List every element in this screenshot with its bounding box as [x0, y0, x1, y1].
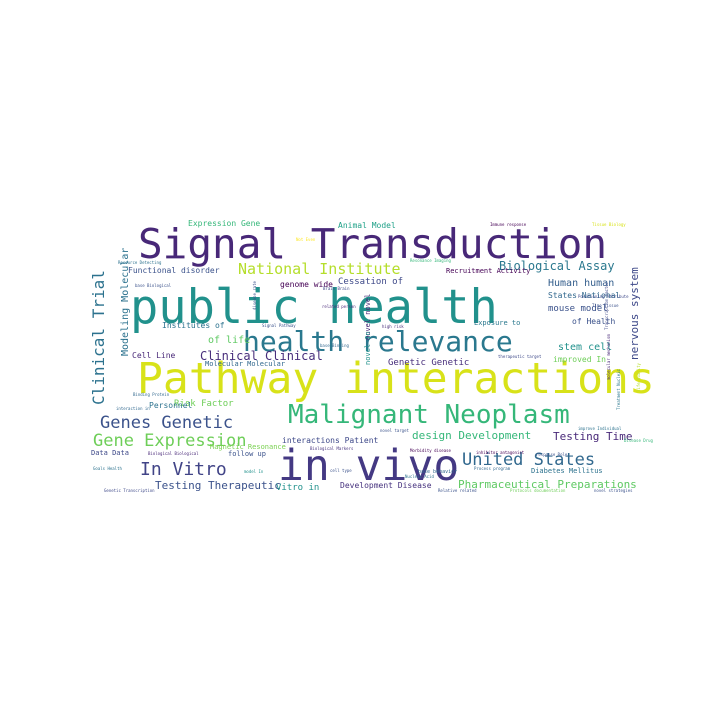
word-signal-pathway: Signal Pathway — [262, 323, 296, 328]
word-biological-assay: Biological Assay — [499, 259, 615, 273]
word-magnetic-resonance: Magnetic Resonance — [210, 443, 286, 451]
word-morbidity-disease: Morbidity disease — [410, 448, 452, 453]
word-signal-transduction: Signal Transduction — [138, 220, 607, 268]
word-clinical-trial: Clinical Trial — [89, 270, 108, 405]
word-base-binding: base Binding — [320, 343, 349, 348]
word-cloud-words: Signal Transduction public health Pathway … — [89, 219, 655, 493]
word-testing-therapeutic: Testing Therapeutic — [155, 479, 281, 492]
word-improve-individual: improve Individual — [578, 426, 622, 431]
word-health-relevance: health relevance — [243, 325, 513, 358]
word-time-tissue: Time Tissue — [592, 303, 619, 308]
word-in-vivo: in vivo — [278, 441, 459, 491]
word-pharmaceutical-preparations: Pharmaceutical Preparations — [458, 478, 637, 491]
word-biological-markers: Biological Markers — [310, 446, 354, 451]
word-therapeutic-target: therapeutic target — [498, 354, 542, 359]
word-biological-biological: Biological Biological — [148, 451, 199, 456]
word-response-role: response Role — [536, 452, 568, 457]
word-base-biological: base Biological — [135, 283, 172, 288]
word-data-data: Data Data — [91, 449, 129, 457]
word-resource-detecting: Resource Detecting — [118, 260, 162, 265]
word-inhibitor-antagonist: inhibitor antagonist — [476, 450, 525, 455]
word-relative-related: Relative related — [438, 488, 477, 493]
word-in-vitro: In Vitro — [140, 459, 227, 480]
word-diabetes-mellitus: Diabetes Mellitus — [531, 467, 603, 475]
word-resonance-imaging: Resonance Imaging — [410, 258, 452, 263]
word-testing-time: Testing Time — [553, 430, 632, 443]
word-novel-in: novel In — [364, 331, 372, 365]
word-cell-line: Cell Line — [132, 351, 176, 360]
word-stem-cell: stem cell — [558, 342, 612, 353]
word-brain-brain: Brain Brain — [323, 286, 350, 291]
word-transcription-factor: Transcription factor — [604, 281, 609, 330]
word-development-disease: Development Disease — [340, 481, 432, 490]
word-interactions-patient: interactions Patient — [282, 436, 379, 445]
word-states-national: States National — [548, 291, 620, 300]
word-clinical-clinical: Clinical Clinical — [200, 349, 323, 363]
word-mouse-model: mouse model — [548, 304, 608, 314]
word-goals-health: Goals Health — [93, 466, 122, 471]
word-risk-factor: Risk Factor — [174, 399, 234, 409]
word-design-development: design Development — [412, 429, 531, 442]
word-human-human: Human human — [548, 278, 614, 289]
word-not-even: Not Even — [296, 237, 316, 242]
word-malignant-neoplasm: Malignant Neoplasm — [288, 400, 570, 430]
word-public-health: public health — [130, 280, 498, 335]
word-novel-novel: novel novel — [364, 294, 372, 340]
word-of-life: of life — [208, 335, 250, 346]
word-related-person: related person — [322, 304, 356, 309]
word-functional-disorder: Functional disorder — [128, 266, 220, 275]
word-follow-up: follow up — [228, 450, 266, 458]
word-binding-protein: Binding Protein — [133, 392, 170, 397]
word-genome-wide: genome wide — [280, 280, 333, 289]
word-modeling-molecular: Modeling Molecular — [120, 248, 131, 356]
word-united-states: United States — [462, 450, 595, 470]
word-cessation-of: Cessation of — [338, 277, 403, 287]
word-nervous-system: nervous system — [628, 267, 641, 360]
word-immune-response: Immune response — [490, 222, 527, 227]
word-model-in: model In — [244, 469, 264, 474]
word-cell-type: cell type — [330, 468, 352, 473]
word-institutes-of: Institutes of — [162, 321, 225, 330]
word-gene-expression: Gene Expression — [93, 431, 247, 451]
word-interaction-in: interaction in — [116, 406, 150, 411]
word-novel-target: novel target — [380, 428, 409, 433]
word-protocols-documentation: Protocols documentation — [510, 488, 566, 493]
word-animal-model: Animal Model — [338, 221, 396, 230]
word-nucleic-acid: Nucleic Acid — [405, 474, 434, 479]
word-of-health: of Health — [572, 317, 616, 326]
word-recruitment-activity: Recruitment Activity — [446, 267, 530, 275]
word-disease-drug: Disease Drug — [624, 438, 653, 443]
word-exposure-to: Exposure to — [474, 319, 520, 327]
word-high-risk: high risk — [382, 324, 404, 329]
word-process-program: Process program — [474, 466, 511, 471]
word-tissue-biology: Tissue Biology — [592, 222, 626, 227]
word-treatment-nucleic: Treatment Nucleic — [616, 368, 621, 410]
word-molecular-mechanism: molecular mechanism — [606, 334, 611, 380]
word-genetic-transcription: Genetic Transcription — [104, 488, 155, 493]
word-base-behavior: base behavior — [418, 469, 457, 475]
word-expression-gene: Expression Gene — [188, 219, 260, 228]
word-personnel: Personnel — [149, 401, 193, 410]
word-vitro-in: Vitro in — [276, 483, 319, 493]
word-disease-rate: disease rate — [252, 281, 257, 310]
word-genetic-genetic: Genetic Genetic — [388, 358, 469, 368]
word-national-institute: National Institute — [238, 260, 401, 278]
word-pathway-interactions: Pathway interactions — [137, 354, 655, 404]
word-positioning-attribute: Positioning Attribute — [578, 294, 629, 299]
word-novel-strategies: novel strategies — [594, 488, 633, 493]
word-improved-in: improved In — [553, 355, 606, 364]
word-genes-genetic: Genes Genetic — [100, 413, 233, 433]
word-molecular-molecular: Molecular Molecular — [205, 360, 285, 368]
word-life-quality: life Quality — [636, 363, 641, 392]
